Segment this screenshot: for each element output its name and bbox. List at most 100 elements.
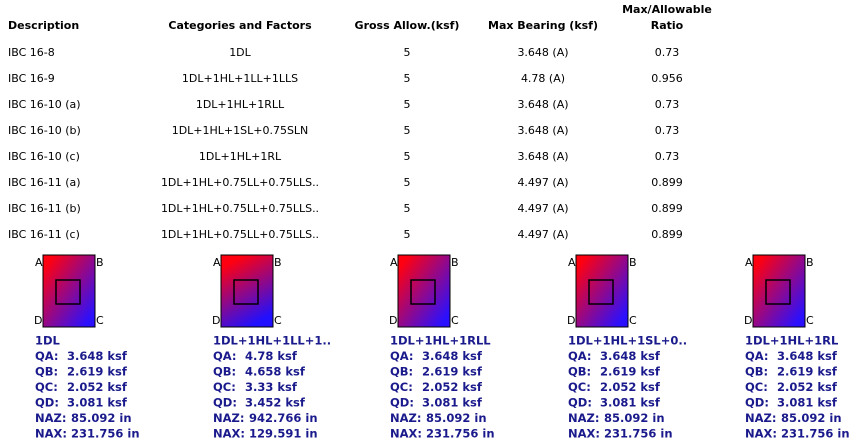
result-key: QB: <box>213 365 236 379</box>
corner-label: C <box>96 314 104 327</box>
footing-pressure <box>397 254 451 328</box>
result-key: QC: <box>35 380 58 394</box>
column-outline <box>410 279 436 305</box>
result-key: QC: <box>745 380 768 394</box>
table-cell: IBC 16-10 (b) <box>8 124 81 137</box>
table-cell: IBC 16-9 <box>8 72 55 85</box>
table-cell: IBC 16-11 (b) <box>8 202 81 215</box>
result-value: 3.648 ksf <box>67 349 128 363</box>
result-key: QA: <box>568 349 592 363</box>
table-cell: 5 <box>404 124 411 137</box>
result-value: 85.092 in <box>781 411 842 425</box>
result-key: NAZ: <box>35 411 66 425</box>
result-value: 85.092 in <box>426 411 487 425</box>
result-key: NAX: <box>35 427 67 441</box>
result-key: QA: <box>390 349 414 363</box>
result-value: 3.081 ksf <box>422 396 483 410</box>
result-value: 2.619 ksf <box>422 365 483 379</box>
corner-label: A <box>745 256 753 269</box>
result-key: QB: <box>35 365 58 379</box>
result-key: QC: <box>568 380 591 394</box>
column-outline <box>233 279 259 305</box>
result-value: 3.648 ksf <box>422 349 483 363</box>
column-header: Max/Allowable <box>622 3 712 16</box>
footing-pressure <box>752 254 806 328</box>
footing-label: 1DL+1HL+1RL <box>745 334 839 348</box>
result-value: 3.648 ksf <box>600 349 661 363</box>
result-value: 2.052 ksf <box>422 380 483 394</box>
table-cell: 4.497 (A) <box>517 176 568 189</box>
table-cell: 0.899 <box>651 176 683 189</box>
corner-label: A <box>35 256 43 269</box>
result-value: 3.081 ksf <box>777 396 838 410</box>
table-cell: 1DL+1HL+0.75LL+0.75LLS.. <box>161 176 319 189</box>
table-cell: 1DL+1HL+1RL <box>199 150 282 163</box>
result-key: QD: <box>390 396 414 410</box>
result-value: 85.092 in <box>71 411 132 425</box>
column-outline <box>765 279 791 305</box>
table-cell: 5 <box>404 46 411 59</box>
result-value: 85.092 in <box>604 411 665 425</box>
result-key: NAX: <box>390 427 422 441</box>
result-value: 129.591 in <box>249 427 318 441</box>
result-value: 4.658 ksf <box>245 365 306 379</box>
result-key: NAX: <box>568 427 600 441</box>
result-key: QD: <box>35 396 59 410</box>
result-key: QB: <box>390 365 413 379</box>
table-cell: 0.73 <box>655 46 680 59</box>
corner-label: C <box>629 314 637 327</box>
result-value: 231.756 in <box>426 427 495 441</box>
column-header: Gross Allow.(ksf) <box>355 19 460 32</box>
corner-label: C <box>451 314 459 327</box>
corner-label: D <box>389 314 397 327</box>
table-cell: 0.73 <box>655 124 680 137</box>
table-cell: 4.497 (A) <box>517 202 568 215</box>
footing-pressure <box>575 254 629 328</box>
footing-label: 1DL <box>35 334 61 348</box>
result-key: NAZ: <box>213 411 244 425</box>
column-outline <box>55 279 81 305</box>
column-header: Categories and Factors <box>168 19 312 32</box>
corner-label: B <box>274 256 282 269</box>
table-cell: IBC 16-10 (c) <box>8 150 80 163</box>
corner-label: A <box>213 256 221 269</box>
table-cell: 4.78 (A) <box>521 72 565 85</box>
table-cell: IBC 16-8 <box>8 46 55 59</box>
result-key: QC: <box>213 380 236 394</box>
result-value: 3.081 ksf <box>600 396 661 410</box>
corner-label: D <box>34 314 42 327</box>
corner-label: B <box>96 256 104 269</box>
result-value: 231.756 in <box>781 427 850 441</box>
table-cell: IBC 16-10 (a) <box>8 98 81 111</box>
table-cell: 0.899 <box>651 228 683 241</box>
corner-label: A <box>390 256 398 269</box>
corner-label: D <box>212 314 220 327</box>
result-key: QD: <box>213 396 237 410</box>
result-key: QD: <box>568 396 592 410</box>
result-key: QD: <box>745 396 769 410</box>
result-key: NAZ: <box>568 411 599 425</box>
table-cell: 1DL+1HL+0.75LL+0.75LLS.. <box>161 202 319 215</box>
column-header: Max Bearing (ksf) <box>488 19 598 32</box>
result-value: 942.766 in <box>249 411 318 425</box>
table-cell: 5 <box>404 228 411 241</box>
table-cell: 1DL+1HL+0.75LL+0.75LLS.. <box>161 228 319 241</box>
result-key: QB: <box>745 365 768 379</box>
result-key: QA: <box>35 349 59 363</box>
footing-label: 1DL+1HL+1SL+0.. <box>568 334 687 348</box>
table-cell: 3.648 (A) <box>517 124 568 137</box>
table-cell: 5 <box>404 202 411 215</box>
table-cell: 5 <box>404 72 411 85</box>
footing-label: 1DL+1HL+1LL+1.. <box>213 334 331 348</box>
result-value: 2.619 ksf <box>600 365 661 379</box>
corner-label: C <box>806 314 814 327</box>
result-value: 3.452 ksf <box>245 396 306 410</box>
table-cell: 5 <box>404 176 411 189</box>
table-cell: 5 <box>404 98 411 111</box>
footing-label: 1DL+1HL+1RLL <box>390 334 491 348</box>
result-value: 231.756 in <box>604 427 673 441</box>
table-cell: 3.648 (A) <box>517 150 568 163</box>
table-cell: 4.497 (A) <box>517 228 568 241</box>
result-value: 3.648 ksf <box>777 349 838 363</box>
